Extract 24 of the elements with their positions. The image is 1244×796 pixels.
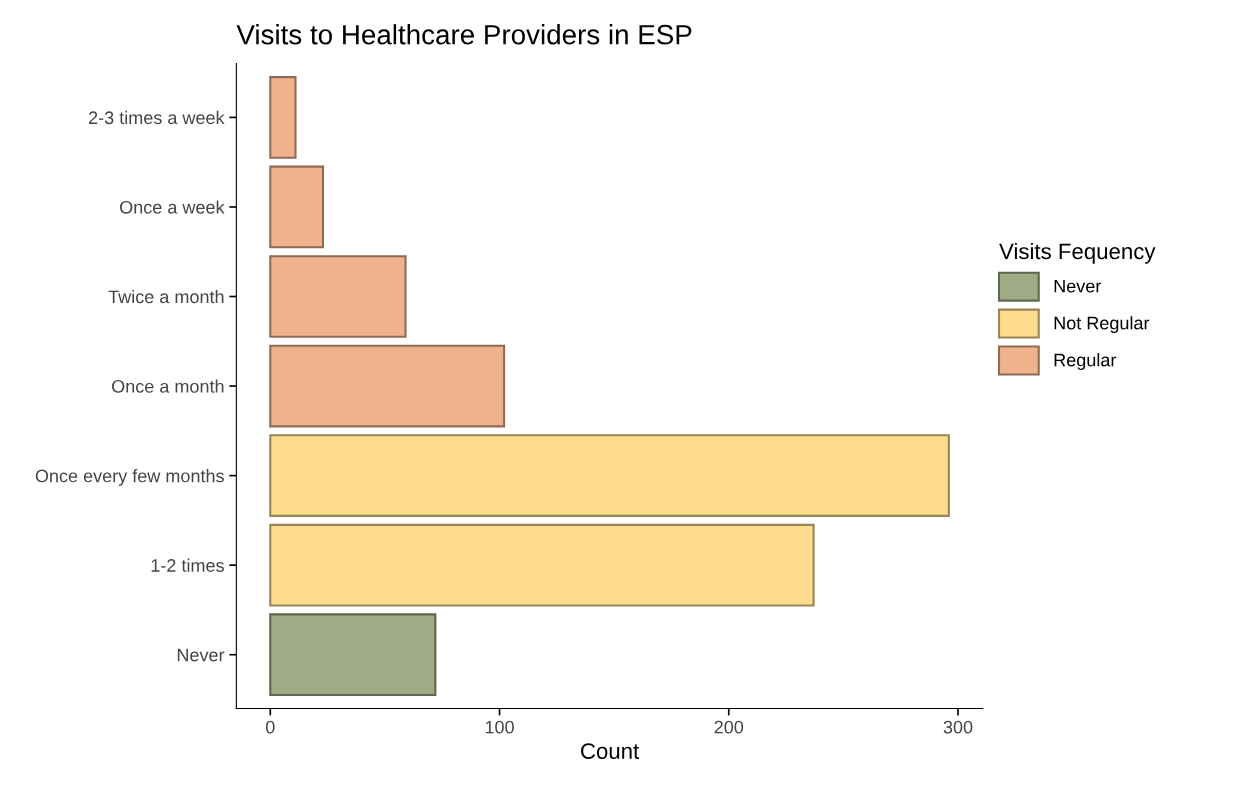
y-tick-label: 2-3 times a week <box>89 110 225 125</box>
legend-label: Regular <box>1054 353 1117 370</box>
y-tick-label: Once a week <box>120 200 225 214</box>
bar <box>269 165 325 249</box>
x-tick-label: 300 <box>943 720 973 734</box>
x-tick-label: 200 <box>714 720 744 734</box>
y-tick-label: Once a month <box>112 379 224 393</box>
bar <box>269 613 437 697</box>
y-tick-label: Once every few months <box>35 469 224 486</box>
legend-label: Never <box>1054 279 1102 293</box>
y-tick-label: Never <box>177 648 225 662</box>
y-tick-label: 1-2 times <box>151 558 224 572</box>
bar <box>269 255 407 338</box>
bar <box>269 344 506 428</box>
x-tick-label: 100 <box>485 720 514 734</box>
bar <box>269 76 297 159</box>
bar <box>269 434 950 517</box>
y-tick-label: Twice a month <box>108 289 224 304</box>
legend-label: Not Regular <box>1054 316 1150 334</box>
bar <box>269 523 815 607</box>
chart-title: Visits to Healthcare Providers in ESP <box>236 24 692 45</box>
legend-title: Visits Fequency <box>999 242 1156 264</box>
x-axis-title: Count <box>581 743 640 759</box>
x-tick-label: 0 <box>265 720 275 734</box>
